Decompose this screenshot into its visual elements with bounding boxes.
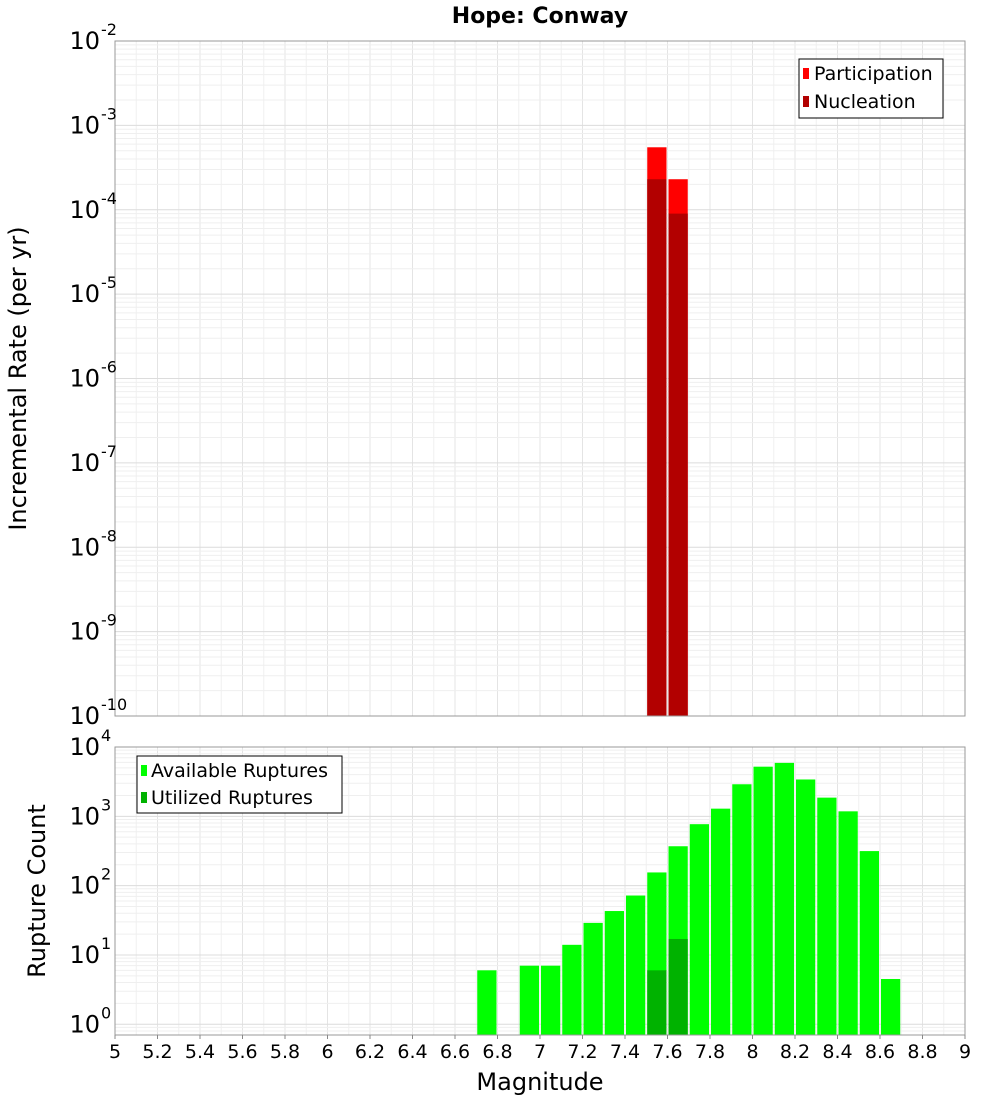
y-tick-exponent: 0 bbox=[101, 1003, 111, 1022]
bar-available-ruptures bbox=[817, 797, 837, 1035]
legend-swatch-utilized-ruptures bbox=[141, 792, 147, 803]
y-tick-label: 10 bbox=[69, 111, 100, 139]
x-tick-label: 6.6 bbox=[440, 1041, 470, 1063]
x-tick-label: 8.8 bbox=[907, 1041, 937, 1063]
x-tick-label: 6.2 bbox=[355, 1041, 385, 1063]
x-tick-label: 7 bbox=[534, 1041, 546, 1063]
top-plot-frame bbox=[114, 40, 966, 717]
y-tick-label: 10 bbox=[69, 365, 100, 393]
y-tick-exponent: -10 bbox=[101, 695, 127, 714]
x-tick-label: 8.2 bbox=[780, 1041, 810, 1063]
y-tick-label: 10 bbox=[69, 1010, 100, 1038]
bar-available-ruptures bbox=[753, 766, 773, 1035]
bottom-legend: Available Ruptures Utilized Ruptures bbox=[136, 755, 343, 814]
y-tick-exponent: 4 bbox=[101, 726, 111, 745]
bar-available-ruptures bbox=[732, 784, 752, 1035]
y-tick-label: 10 bbox=[69, 702, 100, 730]
x-tick-label: 5.2 bbox=[142, 1041, 172, 1063]
legend-label-available-ruptures: Available Ruptures bbox=[151, 760, 328, 782]
bar-available-ruptures bbox=[541, 965, 561, 1035]
bar-available-ruptures bbox=[881, 978, 901, 1035]
bottom-legend-box bbox=[136, 755, 343, 814]
bar-available-ruptures bbox=[796, 779, 816, 1035]
x-tick-label: 7.2 bbox=[567, 1041, 597, 1063]
bar-utilized-ruptures bbox=[668, 938, 688, 1035]
y-tick-label: 10 bbox=[69, 941, 100, 969]
bar-nucleation bbox=[668, 213, 688, 717]
x-tick-label: 5.4 bbox=[185, 1041, 215, 1063]
x-tick-label: 9 bbox=[959, 1041, 971, 1063]
y-tick-label: 10 bbox=[69, 196, 100, 224]
y-tick-label: 10 bbox=[69, 733, 100, 761]
y-tick-exponent: -4 bbox=[101, 189, 117, 208]
y-tick-exponent: -6 bbox=[101, 358, 117, 377]
x-tick-label: 7.8 bbox=[695, 1041, 725, 1063]
bar-nucleation bbox=[647, 179, 667, 716]
x-tick-label: 5 bbox=[109, 1041, 121, 1063]
top-legend: Participation Nucleation bbox=[798, 58, 944, 119]
legend-swatch-available-ruptures bbox=[141, 765, 147, 776]
x-tick-label: 6.8 bbox=[482, 1041, 512, 1063]
x-tick-label: 8.4 bbox=[822, 1041, 852, 1063]
bar-available-ruptures bbox=[626, 895, 646, 1035]
x-tick-label: 6.4 bbox=[397, 1041, 427, 1063]
y-tick-exponent: -2 bbox=[101, 20, 117, 39]
top-plot-grid bbox=[114, 40, 966, 717]
y-tick-exponent: 2 bbox=[101, 865, 111, 884]
y-tick-exponent: -8 bbox=[101, 526, 117, 545]
legend-label-utilized-ruptures: Utilized Ruptures bbox=[151, 787, 313, 809]
chart-title: Hope: Conway bbox=[452, 4, 628, 29]
top-y-axis-label: Incremental Rate (per yr) bbox=[4, 226, 32, 530]
bar-available-ruptures bbox=[689, 824, 709, 1035]
bar-available-ruptures bbox=[562, 944, 582, 1035]
bar-available-ruptures bbox=[519, 965, 539, 1035]
legend-label-participation: Participation bbox=[814, 63, 933, 85]
bar-available-ruptures bbox=[838, 811, 858, 1035]
x-tick-label: 7.4 bbox=[610, 1041, 640, 1063]
legend-swatch-participation bbox=[803, 68, 809, 79]
y-tick-label: 10 bbox=[69, 449, 100, 477]
y-tick-label: 10 bbox=[69, 802, 100, 830]
bar-available-ruptures bbox=[604, 911, 624, 1035]
x-tick-label: 5.8 bbox=[270, 1041, 300, 1063]
bar-available-ruptures bbox=[859, 851, 879, 1035]
y-tick-label: 10 bbox=[69, 280, 100, 308]
bar-available-ruptures bbox=[583, 922, 603, 1035]
x-tick-label: 8.6 bbox=[865, 1041, 895, 1063]
y-tick-label: 10 bbox=[69, 872, 100, 900]
bar-available-ruptures bbox=[774, 762, 794, 1035]
top-y-axis-ticks: 10-210-310-410-510-610-710-810-910-10 bbox=[69, 20, 127, 730]
y-tick-label: 10 bbox=[69, 533, 100, 561]
bar-available-ruptures bbox=[711, 808, 731, 1035]
x-tick-label: 7.6 bbox=[652, 1041, 682, 1063]
y-tick-exponent: -9 bbox=[101, 611, 117, 630]
top-legend-box bbox=[798, 58, 944, 119]
bottom-y-axis-label: Rupture Count bbox=[23, 804, 51, 978]
x-axis-label: Magnitude bbox=[476, 1068, 603, 1096]
y-tick-exponent: 3 bbox=[101, 795, 111, 814]
y-tick-label: 10 bbox=[69, 618, 100, 646]
x-axis-ticks: 5 5.2 5.4 5.6 5.8 6 6.2 6.4 6.6 6.8 7 7.2 7.4 7.6 7.8 8… bbox=[109, 1035, 971, 1063]
y-tick-exponent: -7 bbox=[101, 442, 117, 461]
legend-label-nucleation: Nucleation bbox=[814, 91, 916, 113]
legend-swatch-nucleation bbox=[803, 96, 809, 107]
x-tick-label: 6 bbox=[321, 1041, 333, 1063]
bottom-plot-bars bbox=[477, 762, 901, 1035]
y-tick-label: 10 bbox=[69, 27, 100, 55]
x-tick-label: 5.6 bbox=[227, 1041, 257, 1063]
y-tick-exponent: -3 bbox=[101, 104, 117, 123]
y-tick-exponent: -5 bbox=[101, 273, 117, 292]
bar-utilized-ruptures bbox=[647, 970, 667, 1035]
bar-available-ruptures bbox=[477, 970, 497, 1035]
top-plot-bars bbox=[647, 147, 688, 717]
y-tick-exponent: 1 bbox=[101, 934, 111, 953]
x-tick-label: 8 bbox=[746, 1041, 758, 1063]
